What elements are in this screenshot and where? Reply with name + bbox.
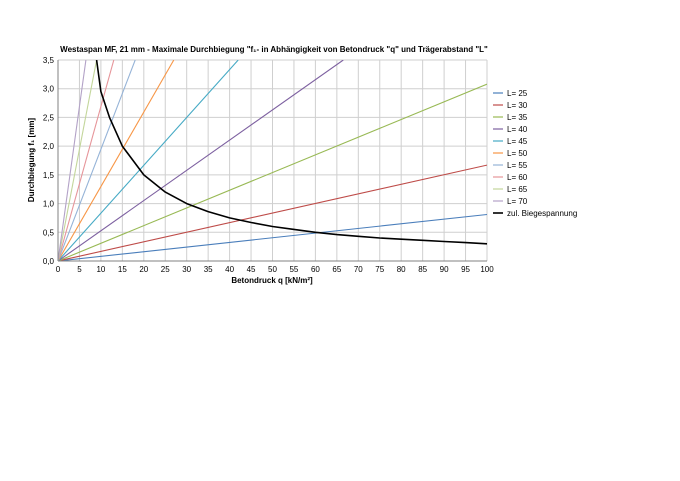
x-tick-label: 75	[375, 265, 384, 274]
x-tick-label: 30	[182, 265, 191, 274]
legend-label: L= 55	[507, 161, 528, 170]
x-tick-label: 85	[418, 265, 427, 274]
legend-label: L= 60	[507, 173, 528, 182]
series-line	[58, 164, 487, 261]
x-tick-label: 95	[461, 265, 470, 274]
series-line	[95, 60, 487, 245]
series-line	[58, 83, 487, 261]
y-tick-label: 3,5	[43, 56, 55, 65]
x-tick-label: 65	[332, 265, 341, 274]
y-tick-label: 2,5	[43, 113, 55, 122]
x-tick-label: 45	[247, 265, 256, 274]
legend-label: L= 70	[507, 197, 528, 206]
x-tick-label: 80	[397, 265, 406, 274]
series-layer	[58, 60, 487, 261]
y-axis-title: Durchbiegung f₁ [mm]	[27, 118, 36, 203]
grid	[57, 59, 488, 262]
x-tick-label: 0	[56, 265, 61, 274]
x-tick-label: 60	[311, 265, 320, 274]
x-tick-label: 70	[354, 265, 363, 274]
series-line	[58, 60, 87, 261]
legend-label: L= 45	[507, 137, 528, 146]
legend: L= 25 L= 30 L= 35 L= 40 L= 45 L= 50 L= 55 L= 60…	[493, 89, 577, 218]
x-tick-label: 20	[139, 265, 148, 274]
y-tick-label: 3,0	[43, 85, 55, 94]
legend-label: zul. Biegespannung	[507, 209, 577, 218]
x-tick-label: 90	[440, 265, 449, 274]
y-tick-label: 1,0	[43, 200, 55, 209]
x-tick-label: 50	[268, 265, 277, 274]
x-tick-label: 40	[225, 265, 234, 274]
chart-title: Westaspan MF, 21 mm - Maximale Durchbieg…	[60, 45, 488, 54]
x-axis-title: Betondruck q [kN/m²]	[231, 276, 313, 285]
series-line	[58, 60, 136, 261]
series-line	[58, 60, 115, 261]
legend-label: L= 35	[507, 113, 528, 122]
y-tick-label: 0,5	[43, 228, 55, 237]
legend-label: L= 25	[507, 89, 528, 98]
legend-label: L= 50	[507, 149, 528, 158]
legend-label: L= 40	[507, 125, 528, 134]
series-line	[58, 60, 344, 261]
legend-label: L= 65	[507, 185, 528, 194]
x-tick-label: 55	[289, 265, 298, 274]
ticks: 0 5 10 15 20 25 30 35 40 45 50 55 60 65 70 75 80 85 90 95 10…	[43, 56, 494, 274]
x-tick-label: 15	[118, 265, 127, 274]
y-tick-label: 1,5	[43, 171, 55, 180]
series-line	[58, 60, 239, 261]
series-line	[58, 60, 98, 261]
axes	[57, 60, 487, 262]
x-tick-label: 100	[480, 265, 494, 274]
x-tick-label: 35	[204, 265, 213, 274]
x-tick-label: 5	[77, 265, 82, 274]
series-line	[58, 213, 487, 261]
legend-label: L= 30	[507, 101, 528, 110]
x-tick-label: 10	[96, 265, 105, 274]
y-tick-label: 2,0	[43, 142, 55, 151]
y-tick-label: 0,0	[43, 257, 55, 266]
x-tick-label: 25	[161, 265, 170, 274]
series-line	[58, 60, 175, 261]
